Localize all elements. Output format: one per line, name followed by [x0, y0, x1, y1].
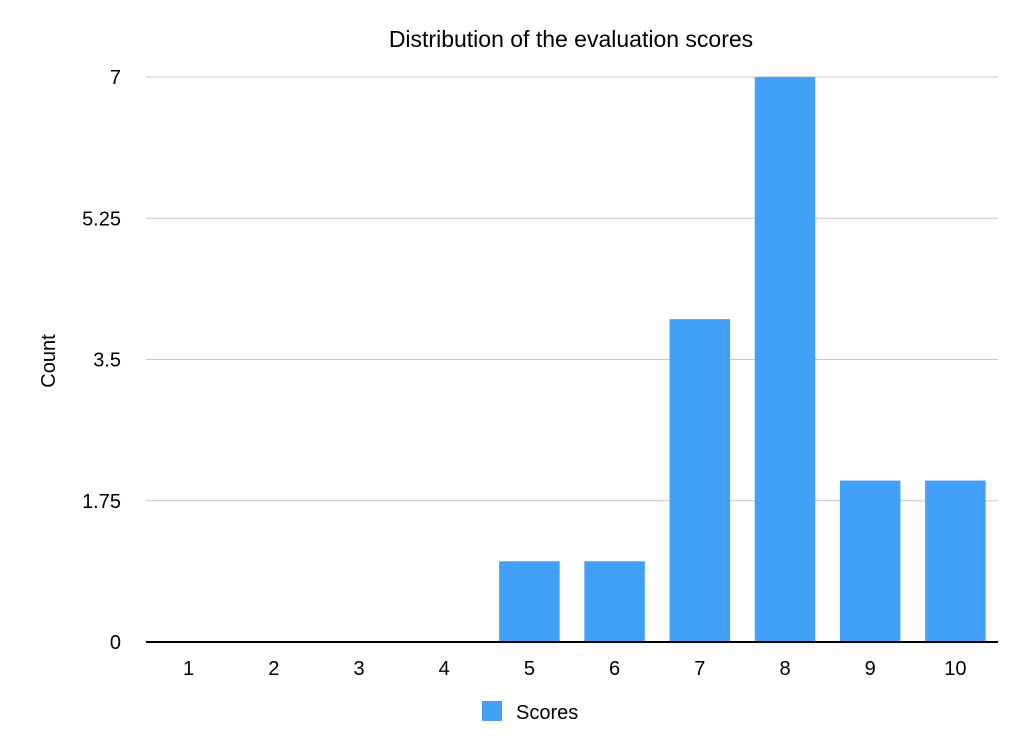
bar [669, 319, 731, 642]
x-tick-label: 1 [183, 658, 194, 680]
x-tick-label: 4 [439, 658, 450, 680]
x-tick-label: 2 [268, 658, 279, 680]
bar [499, 561, 560, 642]
y-tick-label: 7 [110, 67, 121, 89]
x-tick-label: 8 [779, 658, 790, 680]
x-tick-label: 3 [353, 658, 364, 680]
axes: 0 1.75 3.5 5.25 7 1 2 3 4 5 6 7 8 9 10 [82, 67, 998, 680]
x-tick-label: 7 [694, 658, 705, 680]
legend-swatch-scores [482, 701, 502, 721]
bars [499, 77, 986, 642]
y-tick-label: 1.75 [82, 491, 121, 513]
x-tick-label: 6 [609, 658, 620, 680]
legend: Scores [482, 701, 578, 724]
y-tick-label: 0 [110, 632, 121, 654]
x-tick-label: 5 [524, 658, 535, 680]
gridlines [146, 76, 998, 502]
y-tick-label: 5.25 [82, 208, 121, 230]
x-tick-label: 9 [865, 658, 876, 680]
bar [925, 480, 986, 642]
bar [584, 561, 645, 642]
x-tick-label: 10 [944, 658, 966, 680]
y-axis-title: Count [38, 334, 60, 388]
y-tick-label: 3.5 [93, 350, 121, 372]
chart-title: Distribution of the evaluation scores [389, 26, 753, 52]
legend-label-scores: Scores [516, 702, 578, 724]
bar [754, 77, 816, 642]
bar [839, 480, 901, 642]
